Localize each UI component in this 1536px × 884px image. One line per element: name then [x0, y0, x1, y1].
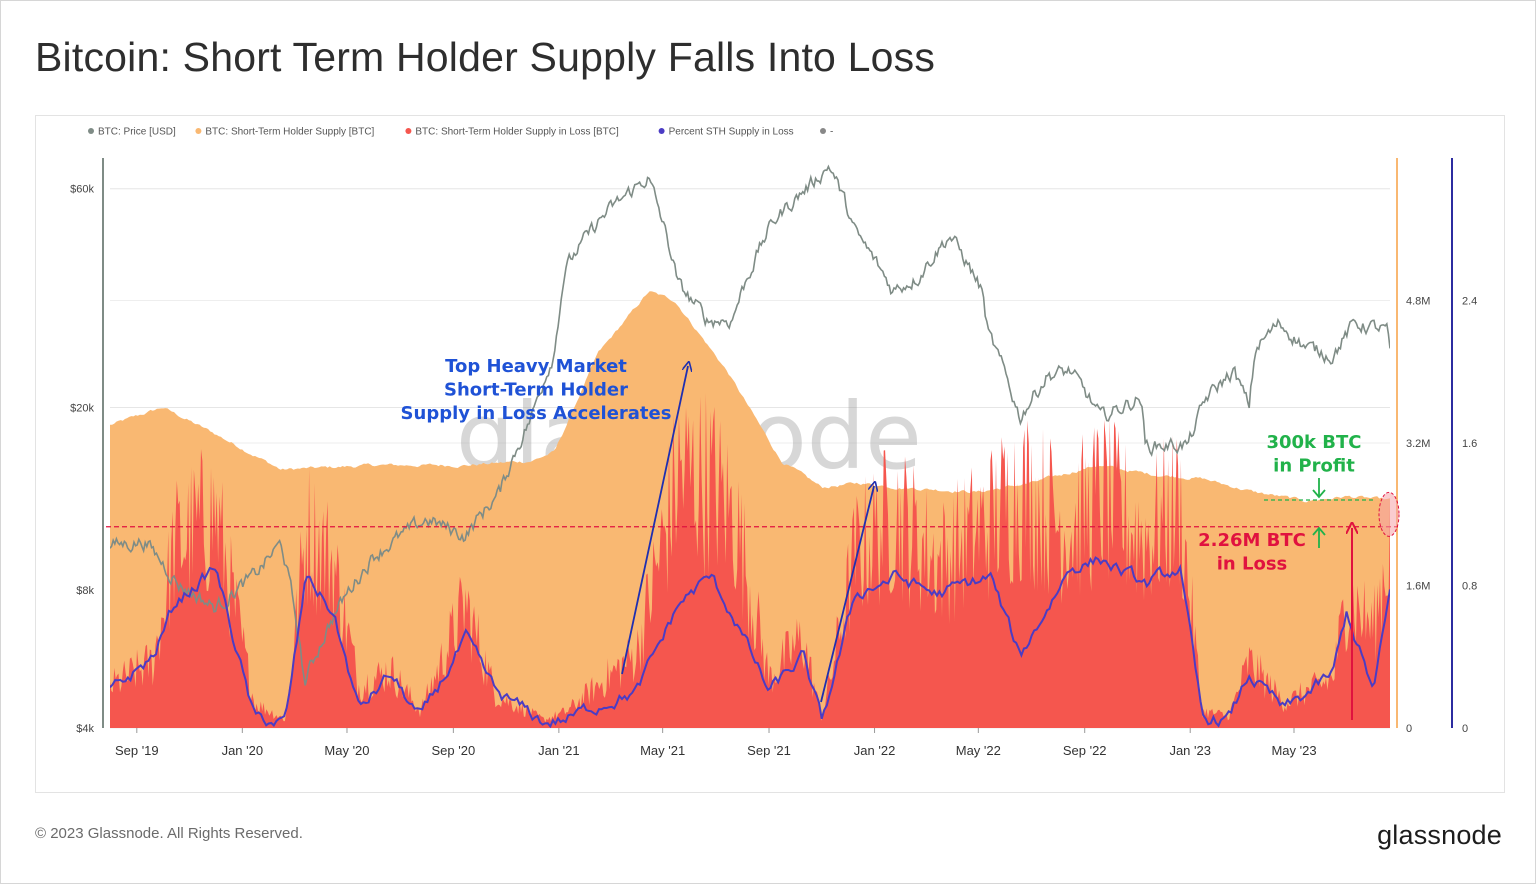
y-left-tick-label: $20k — [70, 402, 94, 414]
x-tick-label: Sep '20 — [432, 743, 476, 758]
x-tick-label: Jan '22 — [854, 743, 896, 758]
legend-label: Percent STH Supply in Loss — [669, 127, 794, 138]
footer-copyright: © 2023 Glassnode. All Rights Reserved. — [35, 825, 303, 842]
accelerate-arrow-1 — [621, 366, 688, 675]
sth-supply-in-loss-area — [110, 392, 1390, 728]
y-percent-tick-label: 2.4 — [1462, 296, 1477, 308]
chart-svg: BTC: Price [USD] BTC: Short-Term Holder S… — [70, 127, 1477, 759]
legend-marker — [195, 128, 202, 134]
highlight-ellipse — [1378, 491, 1400, 537]
chart-panel: BTC: Price [USD] BTC: Short-Term Holder S… — [35, 115, 1505, 793]
page-title: Bitcoin: Short Term Holder Supply Falls … — [35, 34, 936, 80]
annotation-text: 2.26M BTC — [1198, 530, 1306, 551]
brand-logo: glassnode — [1377, 820, 1502, 850]
legend-label: BTC: Short-Term Holder Supply [BTC] — [205, 127, 374, 138]
x-tick-label: Jan '21 — [538, 743, 580, 758]
y-supply-tick-label: 3.2M — [1406, 438, 1430, 450]
x-tick-label: May '22 — [956, 743, 1001, 758]
legend-label: BTC: Price [USD] — [98, 127, 176, 138]
annotation-text: Supply in Loss Accelerates — [401, 403, 672, 424]
legend-label: - — [830, 127, 833, 138]
profit-arrow-down-head — [1312, 489, 1326, 499]
x-tick-label: Jan '20 — [222, 743, 264, 758]
x-tick-label: Sep '19 — [115, 743, 159, 758]
line-layer — [110, 164, 1390, 728]
annotation-text: Short-Term Holder — [444, 380, 628, 401]
annotation-text: 300k BTC — [1266, 432, 1361, 453]
y-left-tick-label: $60k — [70, 184, 94, 196]
legend-label: BTC: Short-Term Holder Supply in Loss [B… — [415, 127, 619, 138]
area-layer — [110, 291, 1390, 728]
x-tick-label: Jan '23 — [1169, 743, 1211, 758]
x-tick-label: May '21 — [640, 743, 685, 758]
annotation-text: Top Heavy Market — [445, 356, 627, 377]
y-left-tick-label: $4k — [76, 723, 94, 735]
percent-sth-in-loss-line — [110, 556, 1390, 728]
annotation-text: in Profit — [1273, 456, 1355, 477]
profit-arrow-up-head — [1312, 526, 1326, 536]
x-tick-label: Sep '22 — [1063, 743, 1107, 758]
x-tick-label: May '23 — [1271, 743, 1316, 758]
y-left-tick-label: $8k — [76, 585, 94, 597]
accelerate-arrow-2 — [820, 486, 874, 703]
y-percent-tick-label: 0 — [1462, 723, 1468, 735]
y-percent-tick-label: 0.8 — [1462, 581, 1477, 593]
legend-marker — [88, 128, 94, 134]
annotation-text: in Loss — [1217, 554, 1288, 575]
y-supply-tick-label: 4.8M — [1406, 296, 1430, 308]
legend-marker — [405, 128, 412, 134]
y-supply-tick-label: 0 — [1406, 723, 1412, 735]
y-percent-tick-label: 1.6 — [1462, 438, 1477, 450]
x-tick-label: May '20 — [324, 743, 369, 758]
legend: BTC: Price [USD] BTC: Short-Term Holder S… — [88, 127, 833, 138]
y-supply-tick-label: 1.6M — [1406, 581, 1430, 593]
x-tick-label: Sep '21 — [747, 743, 791, 758]
legend-marker — [658, 128, 665, 134]
axes: $4k $8k $20k $60k 0 1.6M 3.2M 4.8M 0 0.8 1.6 2.4 Sep… — [70, 158, 1477, 758]
legend-marker — [820, 128, 826, 134]
btc-price-line — [110, 164, 1390, 686]
annotation-layer: Top Heavy Market Short-Term HolderSupply … — [106, 356, 1400, 720]
